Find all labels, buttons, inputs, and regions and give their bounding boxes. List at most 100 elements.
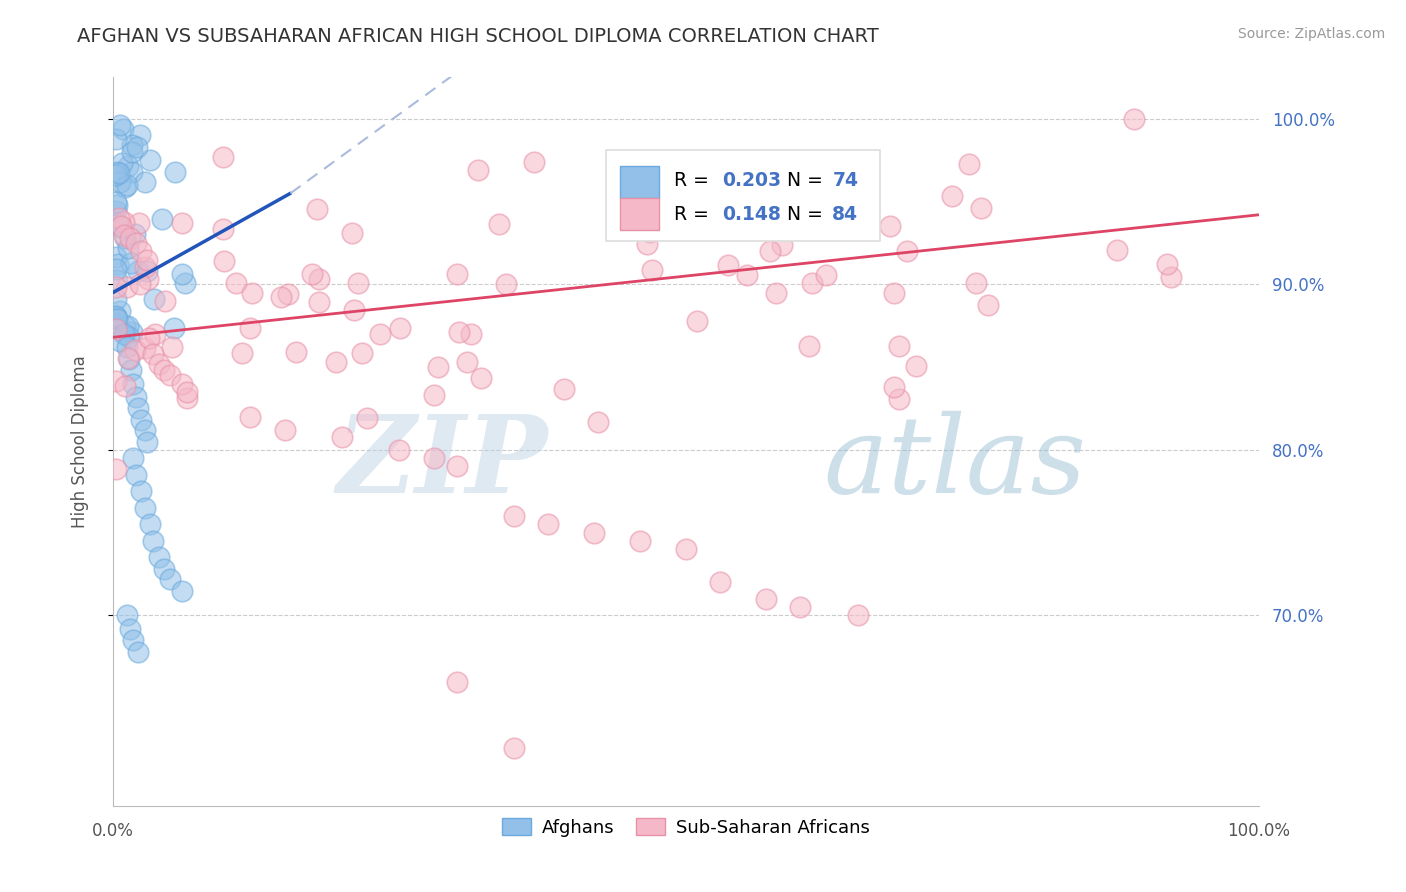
Point <box>138 330 160 344</box>
Point <box>170 583 193 598</box>
Point <box>148 550 170 565</box>
Point <box>148 357 170 371</box>
Point <box>105 292 128 306</box>
Point <box>115 608 138 623</box>
Point <box>368 327 391 342</box>
Point <box>163 164 186 178</box>
Point <box>423 388 446 402</box>
Point <box>502 509 524 524</box>
Legend: Afghans, Sub-Saharan Africans: Afghans, Sub-Saharan Africans <box>495 811 877 844</box>
Point <box>125 390 148 404</box>
Text: R =: R = <box>675 205 716 224</box>
Point <box>346 277 368 291</box>
Point <box>160 340 183 354</box>
Point <box>685 210 707 224</box>
Point <box>105 311 128 326</box>
Point <box>356 410 378 425</box>
Point <box>124 343 146 357</box>
Point <box>127 401 149 416</box>
Point <box>163 321 186 335</box>
Point <box>111 155 134 169</box>
Point <box>887 392 910 406</box>
Point <box>134 260 156 275</box>
Text: atlas: atlas <box>823 411 1087 516</box>
Point <box>537 517 560 532</box>
Point <box>134 500 156 515</box>
Point <box>422 451 444 466</box>
Point <box>789 600 811 615</box>
Point <box>118 351 141 366</box>
Point <box>118 231 141 245</box>
Point <box>755 591 778 606</box>
Point <box>153 363 176 377</box>
Point <box>905 359 928 373</box>
Point <box>128 215 150 229</box>
Text: AFGHAN VS SUBSAHARAN AFRICAN HIGH SCHOOL DIPLOMA CORRELATION CHART: AFGHAN VS SUBSAHARAN AFRICAN HIGH SCHOOL… <box>77 27 879 45</box>
Point <box>467 163 489 178</box>
Point <box>896 244 918 259</box>
Point <box>388 321 411 335</box>
Point <box>325 355 347 369</box>
Point <box>675 542 697 557</box>
Point <box>305 202 328 217</box>
Point <box>129 277 152 292</box>
Point <box>108 165 131 179</box>
Point <box>134 175 156 189</box>
Point <box>131 484 153 499</box>
Text: 84: 84 <box>832 205 858 224</box>
Point <box>129 128 152 143</box>
Y-axis label: High School Diploma: High School Diploma <box>72 355 89 528</box>
Point <box>142 347 165 361</box>
Point <box>308 272 330 286</box>
Point <box>112 326 135 341</box>
Point <box>172 216 194 230</box>
FancyBboxPatch shape <box>620 166 659 198</box>
Point <box>121 165 143 179</box>
Point <box>136 434 159 449</box>
Point <box>270 290 292 304</box>
Point <box>135 263 157 277</box>
Point <box>107 257 129 271</box>
Point <box>105 216 128 230</box>
Point <box>153 293 176 308</box>
Point <box>117 318 139 333</box>
Point <box>172 267 194 281</box>
Point <box>846 608 869 623</box>
Point <box>176 391 198 405</box>
Point <box>174 276 197 290</box>
Point <box>240 286 263 301</box>
Point <box>159 368 181 383</box>
Point <box>138 517 160 532</box>
Point <box>446 459 468 474</box>
Point <box>686 314 709 328</box>
Point <box>446 267 468 281</box>
Point <box>883 380 905 394</box>
Point <box>212 253 235 268</box>
Point <box>134 423 156 437</box>
Point <box>117 241 139 255</box>
Point <box>965 277 987 291</box>
FancyBboxPatch shape <box>620 198 659 230</box>
Point <box>107 165 129 179</box>
Point <box>117 159 139 173</box>
Point <box>110 175 132 189</box>
Point <box>447 326 470 340</box>
Text: Source: ZipAtlas.com: Source: ZipAtlas.com <box>1237 27 1385 41</box>
Point <box>115 178 138 193</box>
Point <box>456 355 478 369</box>
Point <box>330 429 353 443</box>
Point <box>105 374 128 388</box>
Point <box>121 138 143 153</box>
Point <box>153 562 176 576</box>
Point <box>350 346 373 360</box>
Point <box>427 359 450 374</box>
Text: 0.203: 0.203 <box>723 171 782 190</box>
Point <box>460 327 482 342</box>
Point <box>122 451 145 466</box>
Point <box>108 334 131 348</box>
Point <box>340 226 363 240</box>
Point <box>121 326 143 340</box>
Point <box>239 321 262 335</box>
Point <box>977 298 1000 312</box>
Point <box>815 268 838 283</box>
